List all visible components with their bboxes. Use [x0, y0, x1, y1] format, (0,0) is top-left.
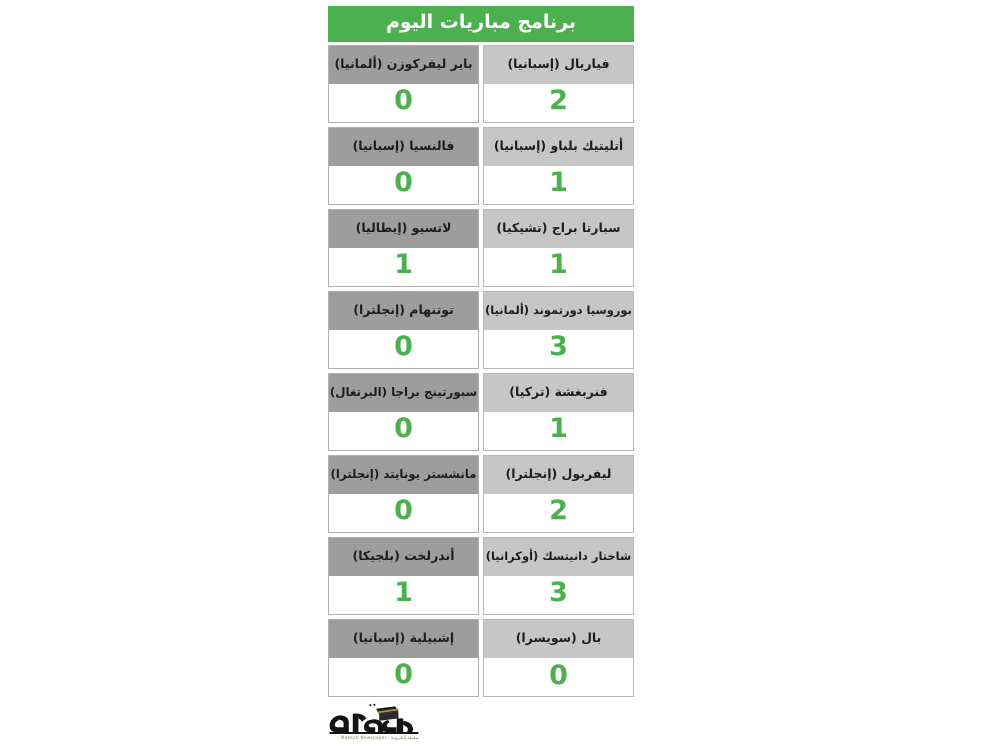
home-team-score: 1	[484, 165, 633, 204]
away-team-score: 1	[329, 247, 478, 286]
away-team-name: لاتسيو (إيطاليا)	[329, 209, 478, 248]
home-team-name: فياريال (إسبانيا)	[484, 45, 633, 84]
match-row: أندرلخت (بلجيكا) 1 شاختار دانيتسك (أوكراني…	[328, 536, 634, 615]
match-row: إشبيلية (إسبانيا) 0 بال (سويسرا) 0	[328, 618, 634, 697]
away-team-card: فالنسيا (إسبانيا) 0	[328, 126, 479, 205]
away-team-name: فالنسيا (إسبانيا)	[329, 127, 478, 166]
away-team-card: مانشستر يونايتد (إنجلترا) 0	[328, 454, 479, 533]
match-row: فالنسيا (إسبانيا) 0 أتليتيك بلباو (إسبانيا…	[328, 126, 634, 205]
home-team-score: 3	[484, 329, 633, 368]
home-team-score: 1	[484, 247, 633, 286]
makkah-logo-mark	[328, 702, 432, 734]
away-team-name: سبورتينج براجا (البرتغال)	[329, 373, 478, 412]
match-row: سبورتينج براجا (البرتغال) 0 فنربغشة (تركيا…	[328, 372, 634, 451]
home-team-name: فنربغشة (تركيا)	[484, 373, 633, 412]
makkah-logo-subtitle: صحيفة إلكترونية - Makkah Newspaper	[340, 734, 420, 741]
home-team-score: 0	[484, 657, 633, 696]
away-team-card: باير ليفركوزن (ألمانيا) 0	[328, 44, 479, 123]
away-team-card: توتنهام (إنجلترا) 0	[328, 290, 479, 369]
away-team-name: مانشستر يونايتد (إنجلترا)	[329, 455, 478, 494]
home-team-name: بال (سويسرا)	[484, 619, 633, 658]
away-team-score: 0	[329, 329, 478, 368]
home-team-card: فياريال (إسبانيا) 2	[483, 44, 634, 123]
home-team-score: 2	[484, 493, 633, 532]
home-team-name: سبارتا براج (تشيكيا)	[484, 209, 633, 248]
makkah-logo: صحيفة إلكترونية - Makkah Newspaper	[325, 702, 435, 746]
match-row: توتنهام (إنجلترا) 0 بوروسيا دورتموند (ألما…	[328, 290, 634, 369]
away-team-name: إشبيلية (إسبانيا)	[329, 619, 478, 658]
match-row: مانشستر يونايتد (إنجلترا) 0 ليفربول (إنجلت…	[328, 454, 634, 533]
match-row: باير ليفركوزن (ألمانيا) 0 فياريال (إسبانيا…	[328, 44, 634, 123]
away-team-score: 0	[329, 493, 478, 532]
schedule-board: برنامج مباريات اليوم باير ليفركوزن (ألما…	[328, 6, 634, 697]
match-row: لاتسيو (إيطاليا) 1 سبارتا براج (تشيكيا) 1	[328, 208, 634, 287]
home-team-score: 2	[484, 83, 633, 122]
away-team-card: لاتسيو (إيطاليا) 1	[328, 208, 479, 287]
away-team-card: سبورتينج براجا (البرتغال) 0	[328, 372, 479, 451]
home-team-name: ليفربول (إنجلترا)	[484, 455, 633, 494]
away-team-card: أندرلخت (بلجيكا) 1	[328, 536, 479, 615]
away-team-score: 0	[329, 411, 478, 450]
home-team-name: شاختار دانيتسك (أوكرانيا)	[484, 537, 633, 576]
home-team-name: أتليتيك بلباو (إسبانيا)	[484, 127, 633, 166]
home-team-card: أتليتيك بلباو (إسبانيا) 1	[483, 126, 634, 205]
home-team-card: فنربغشة (تركيا) 1	[483, 372, 634, 451]
match-rows: باير ليفركوزن (ألمانيا) 0 فياريال (إسبانيا…	[328, 44, 634, 697]
home-team-card: سبارتا براج (تشيكيا) 1	[483, 208, 634, 287]
away-team-name: أندرلخت (بلجيكا)	[329, 537, 478, 576]
away-team-score: 0	[329, 165, 478, 204]
home-team-score: 1	[484, 411, 633, 450]
away-team-card: إشبيلية (إسبانيا) 0	[328, 618, 479, 697]
home-team-card: شاختار دانيتسك (أوكرانيا) 3	[483, 536, 634, 615]
home-team-card: ليفربول (إنجلترا) 2	[483, 454, 634, 533]
page-title: برنامج مباريات اليوم	[328, 6, 634, 42]
away-team-name: توتنهام (إنجلترا)	[329, 291, 478, 330]
kaaba-icon	[376, 706, 399, 721]
away-team-score: 1	[329, 575, 478, 614]
away-team-score: 0	[329, 657, 478, 696]
away-team-score: 0	[329, 83, 478, 122]
makkah-wordmark-icon	[329, 703, 419, 734]
home-team-card: بال (سويسرا) 0	[483, 618, 634, 697]
home-team-card: بوروسيا دورتموند (ألمانيا) 3	[483, 290, 634, 369]
away-team-name: باير ليفركوزن (ألمانيا)	[329, 45, 478, 84]
home-team-name: بوروسيا دورتموند (ألمانيا)	[484, 291, 633, 330]
home-team-score: 3	[484, 575, 633, 614]
